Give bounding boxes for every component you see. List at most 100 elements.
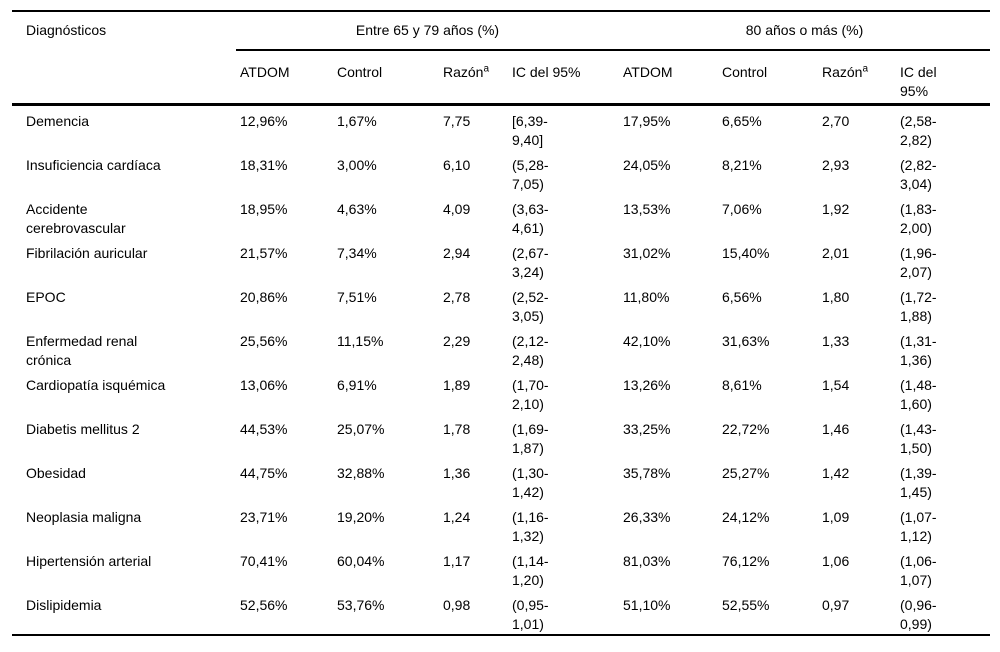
cell-atdom-g2: 11,80% [623, 289, 670, 305]
cell-control-g1: 32,88% [337, 465, 385, 481]
cell-ic95-g2: (1,06- 1,07) [900, 553, 937, 588]
table-row: Dislipidemia 52,56% 53,76% 0,98 (0,95- 1… [12, 590, 990, 635]
cell-razon-g1: 6,10 [443, 157, 471, 173]
cell-diagnostico: Fibrilación auricular [26, 245, 148, 261]
cell-ic95-g1: (1,70- 2,10) [512, 377, 549, 412]
razon-label: Razón [822, 64, 863, 80]
cell-razon-g2: 0,97 [822, 597, 850, 613]
cell-ic95-g2: (2,58- 2,82) [900, 113, 937, 148]
cell-diagnostico: Cardiopatía isquémica [26, 377, 166, 393]
cell-atdom-g1: 18,95% [240, 201, 288, 217]
cell-atdom-g2: 17,95% [623, 113, 671, 129]
cell-razon-g1: 7,75 [443, 113, 471, 129]
cell-atdom-g2: 26,33% [623, 509, 671, 525]
cell-razon-g2: 1,80 [822, 289, 850, 305]
cell-control-g2: 25,27% [722, 465, 770, 481]
cell-ic95-g2: (1,39- 1,45) [900, 465, 937, 500]
razon-label: Razón [443, 64, 484, 80]
cell-control-g2: 6,65% [722, 113, 762, 129]
group-header-row: Diagnósticos Entre 65 y 79 años (%) 80 a… [12, 11, 990, 106]
cell-ic95-g2: (1,43- 1,50) [900, 421, 937, 456]
cell-razon-g2: 1,33 [822, 333, 850, 349]
table-row: Accidente cerebrovascular 18,95% 4,63% 4… [12, 194, 990, 238]
cell-control-g1: 7,51% [337, 289, 377, 305]
cell-diagnostico: Obesidad [26, 465, 86, 481]
cell-ic95-g1: (2,67- 3,24) [512, 245, 549, 280]
cell-ic95-g2: (1,48- 1,60) [900, 377, 937, 412]
cell-diagnostico: Dislipidemia [26, 597, 102, 613]
table-row: Insuficiencia cardíaca 18,31% 3,00% 6,10… [12, 150, 990, 194]
cell-ic95-g2: (2,82- 3,04) [900, 157, 937, 192]
cell-ic95-g2: (1,72- 1,88) [900, 289, 937, 324]
cell-ic95-g1: (1,16- 1,32) [512, 509, 549, 544]
cell-diagnostico: Diabetis mellitus 2 [26, 421, 140, 437]
cell-atdom-g1: 12,96% [240, 113, 288, 129]
column-header-ic95-g1: IC del 95% [508, 50, 619, 106]
cell-atdom-g2: 81,03% [623, 553, 671, 569]
cell-atdom-g2: 31,02% [623, 245, 671, 261]
cell-razon-g1: 4,09 [443, 201, 471, 217]
cell-atdom-g1: 44,75% [240, 465, 288, 481]
cell-control-g2: 7,06% [722, 201, 762, 217]
column-header-diagnosticos: Diagnósticos [12, 11, 236, 106]
cell-control-g1: 11,15% [337, 333, 384, 349]
cell-razon-g2: 2,70 [822, 113, 850, 129]
cell-diagnostico: Enfermedad renal crónica [26, 333, 138, 368]
cell-atdom-g1: 52,56% [240, 597, 288, 613]
table-row: Enfermedad renal crónica 25,56% 11,15% 2… [12, 326, 990, 370]
diagnoses-comparison-table: Diagnósticos Entre 65 y 79 años (%) 80 a… [12, 10, 990, 636]
cell-control-g2: 52,55% [722, 597, 770, 613]
cell-ic95-g1: (1,30- 1,42) [512, 465, 549, 500]
cell-razon-g2: 2,93 [822, 157, 850, 173]
cell-razon-g2: 1,09 [822, 509, 850, 525]
cell-atdom-g1: 18,31% [240, 157, 288, 173]
cell-atdom-g1: 21,57% [240, 245, 288, 261]
cell-atdom-g2: 42,10% [623, 333, 671, 349]
cell-ic95-g2: (1,07- 1,12) [900, 509, 937, 544]
cell-control-g2: 24,12% [722, 509, 770, 525]
subheader-row: ATDOM Control Razóna IC del 95% ATDOM Co… [12, 50, 990, 106]
cell-atdom-g1: 13,06% [240, 377, 288, 393]
cell-razon-g1: 1,78 [443, 421, 471, 437]
cell-razon-g2: 1,46 [822, 421, 850, 437]
cell-razon-g1: 1,24 [443, 509, 471, 525]
column-header-control-g2: Control [718, 50, 818, 106]
cell-control-g1: 4,63% [337, 201, 377, 217]
cell-ic95-g1: (2,52- 3,05) [512, 289, 549, 324]
cell-diagnostico: Demencia [26, 113, 90, 129]
cell-ic95-g1: (2,12- 2,48) [512, 333, 549, 368]
group-header-65-79: Entre 65 y 79 años (%) [236, 11, 619, 51]
cell-diagnostico: EPOC [26, 289, 66, 305]
cell-control-g1: 53,76% [337, 597, 385, 613]
cell-diagnostico: Accidente cerebrovascular [26, 201, 126, 236]
cell-ic95-g2: (1,96- 2,07) [900, 245, 937, 280]
cell-diagnostico: Hipertensión arterial [26, 553, 152, 569]
cell-control-g2: 76,12% [722, 553, 770, 569]
cell-control-g2: 15,40% [722, 245, 770, 261]
cell-razon-g1: 1,89 [443, 377, 471, 393]
cell-ic95-g2: (0,96- 0,99) [900, 597, 937, 632]
page: Diagnósticos Entre 65 y 79 años (%) 80 a… [12, 10, 990, 636]
column-header-ic95-g2: IC del 95% [896, 50, 990, 106]
table-row: Obesidad 44,75% 32,88% 1,36 (1,30- 1,42)… [12, 458, 990, 502]
razon-footnote-marker: a [862, 63, 869, 75]
cell-ic95-g1: (1,69- 1,87) [512, 421, 549, 456]
cell-atdom-g1: 44,53% [240, 421, 288, 437]
cell-razon-g1: 2,78 [443, 289, 471, 305]
cell-razon-g2: 1,92 [822, 201, 850, 217]
cell-control-g2: 6,56% [722, 289, 762, 305]
cell-razon-g1: 1,36 [443, 465, 471, 481]
cell-control-g1: 19,20% [337, 509, 385, 525]
column-header-razon-g1: Razóna [439, 50, 508, 106]
cell-atdom-g2: 33,25% [623, 421, 671, 437]
cell-razon-g2: 1,54 [822, 377, 850, 393]
cell-atdom-g2: 24,05% [623, 157, 671, 173]
cell-ic95-g2: (1,31- 1,36) [900, 333, 937, 368]
cell-ic95-g1: (0,95- 1,01) [512, 597, 549, 632]
cell-atdom-g2: 35,78% [623, 465, 671, 481]
cell-atdom-g2: 13,53% [623, 201, 671, 217]
cell-ic95-g1: (1,14- 1,20) [512, 553, 549, 588]
cell-razon-g2: 1,42 [822, 465, 850, 481]
cell-control-g1: 1,67% [337, 113, 377, 129]
cell-control-g2: 31,63% [722, 333, 770, 349]
